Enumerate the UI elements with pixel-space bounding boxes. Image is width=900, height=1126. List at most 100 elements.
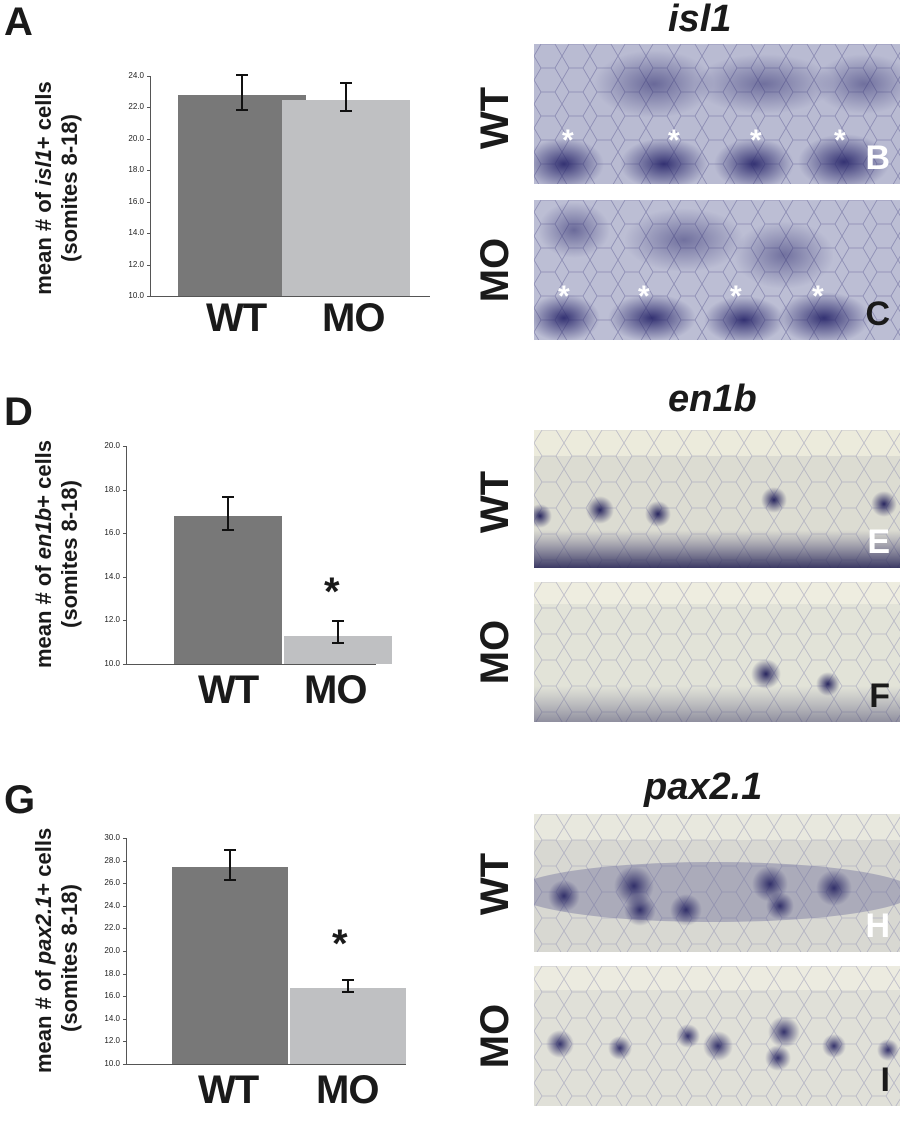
asterisk-marker: * xyxy=(638,280,650,313)
isl1-bar-chart: 10.0 12.0 14.0 16.0 18.0 20.0 22.0 24.0 xyxy=(100,71,440,300)
stained-tissue-image xyxy=(534,582,900,722)
asterisk-marker: * xyxy=(812,280,824,313)
significance-asterisk: * xyxy=(324,570,340,614)
y-tick-mark xyxy=(123,664,126,665)
y-tick-mark xyxy=(147,201,150,203)
panel-label-f: F xyxy=(869,677,890,715)
y-tick-label: 30.0 xyxy=(104,833,120,842)
asterisk-marker: * xyxy=(834,124,846,157)
y-tick-label: 18.0 xyxy=(128,165,144,175)
y-tick-label: 16.0 xyxy=(104,991,120,1001)
stained-tissue-image xyxy=(534,200,900,340)
error-bar-mo xyxy=(340,82,352,113)
bar-mo xyxy=(290,988,406,1064)
y-tick-label: 10.0 xyxy=(104,1059,120,1068)
y-tick-label: 12.0 xyxy=(104,615,120,625)
panel-label-d: D xyxy=(4,390,33,434)
y-axis-line xyxy=(126,838,127,1064)
panel-label-h: H xyxy=(865,907,890,945)
y-tick-label: 18.0 xyxy=(104,968,120,978)
category-label-mo: MO xyxy=(316,1068,379,1112)
pax2-bar-chart: 10.0 12.0 14.0 16.0 18.0 20.0 22.0 24.0 26.0 28.0… xyxy=(76,833,416,1068)
panel-label-i: I xyxy=(880,1061,890,1099)
y-tick-mark xyxy=(123,883,126,885)
panel-label-g: G xyxy=(4,778,36,822)
error-bar-wt xyxy=(236,74,248,111)
y-axis-label-isl1: mean # of isl1+ cells (somites 8-18) xyxy=(31,81,82,295)
row-label-mo: MO xyxy=(473,1003,517,1069)
gene-title-isl1: isl1 xyxy=(668,0,732,40)
asterisk-marker: * xyxy=(730,280,742,313)
category-label-mo: MO xyxy=(322,296,385,340)
y-tick-label: 20.0 xyxy=(104,441,120,450)
y-tick-mark xyxy=(123,1041,126,1043)
asterisk-marker: * xyxy=(750,124,762,157)
row-label-mo: MO xyxy=(473,619,517,685)
y-tick-mark xyxy=(123,996,126,998)
panel-label-a: A xyxy=(4,0,33,44)
asterisk-marker: * xyxy=(668,124,680,157)
y-tick-mark xyxy=(147,138,150,140)
stained-tissue-image xyxy=(534,814,900,952)
y-tick-label: 16.0 xyxy=(104,528,120,538)
error-bar-mo xyxy=(342,979,354,993)
y-tick-mark xyxy=(123,1064,126,1065)
y-tick-label: 12.0 xyxy=(128,259,144,269)
micrograph-pax2-wt: H xyxy=(534,814,900,952)
bar-wt xyxy=(172,867,288,1064)
x-axis-line xyxy=(150,296,430,297)
micrograph-en1b-wt: E xyxy=(534,430,900,568)
y-tick-mark xyxy=(123,838,126,839)
en1b-bar-chart: 10.0 12.0 14.0 16.0 18.0 20.0 xyxy=(76,441,416,668)
y-tick-mark xyxy=(147,76,150,77)
category-label-wt: WT xyxy=(198,668,259,712)
y-tick-label: 10.0 xyxy=(128,291,144,300)
micrograph-isl1-wt: * * * * B xyxy=(534,44,900,184)
y-tick-label: 24.0 xyxy=(128,71,144,80)
row-label-wt: WT xyxy=(473,470,517,534)
y-tick-mark xyxy=(123,620,126,622)
y-tick-mark xyxy=(147,107,150,109)
y-tick-label: 12.0 xyxy=(104,1036,120,1046)
panel-label-c: C xyxy=(865,295,890,333)
bar-wt xyxy=(174,515,282,664)
stained-tissue-image xyxy=(534,430,900,568)
y-tick-mark xyxy=(123,951,126,952)
gene-title-pax2: pax2.1 xyxy=(644,766,763,808)
y-tick-mark xyxy=(123,905,126,907)
x-axis-line xyxy=(126,664,376,665)
y-tick-mark xyxy=(123,973,126,975)
y-tick-label: 10.0 xyxy=(104,659,120,668)
y-tick-label: 18.0 xyxy=(104,484,120,494)
y-tick-label: 14.0 xyxy=(104,571,120,581)
y-tick-mark xyxy=(147,296,150,297)
y-tick-mark xyxy=(147,233,150,235)
category-label-wt: WT xyxy=(198,1068,259,1112)
y-tick-label: 16.0 xyxy=(128,196,144,206)
row-label-wt: WT xyxy=(473,86,517,150)
y-tick-label: 26.0 xyxy=(104,878,120,888)
error-bar-wt xyxy=(222,496,234,531)
y-tick-mark xyxy=(123,446,126,447)
y-tick-label: 22.0 xyxy=(104,923,120,933)
y-tick-label: 20.0 xyxy=(104,946,120,955)
y-tick-label: 14.0 xyxy=(128,228,144,238)
row-label-mo: MO xyxy=(473,237,517,303)
error-bar-mo xyxy=(332,620,344,645)
stained-tissue-image xyxy=(534,44,900,184)
y-axis-line xyxy=(150,76,151,296)
y-tick-mark xyxy=(123,928,126,930)
y-tick-label: 22.0 xyxy=(128,102,144,112)
micrograph-isl1-mo: * * * * C xyxy=(534,200,900,340)
significance-asterisk: * xyxy=(332,922,348,966)
bar-mo xyxy=(282,99,410,296)
x-axis-line xyxy=(126,1064,406,1065)
category-label-mo: MO xyxy=(304,668,367,712)
micrograph-pax2-mo: I xyxy=(534,966,900,1106)
y-axis-line xyxy=(126,446,127,664)
y-tick-label: 28.0 xyxy=(104,855,120,865)
gene-title-en1b: en1b xyxy=(668,378,757,420)
category-label-wt: WT xyxy=(206,296,267,340)
y-tick-mark xyxy=(123,860,126,862)
y-tick-mark xyxy=(147,264,150,266)
